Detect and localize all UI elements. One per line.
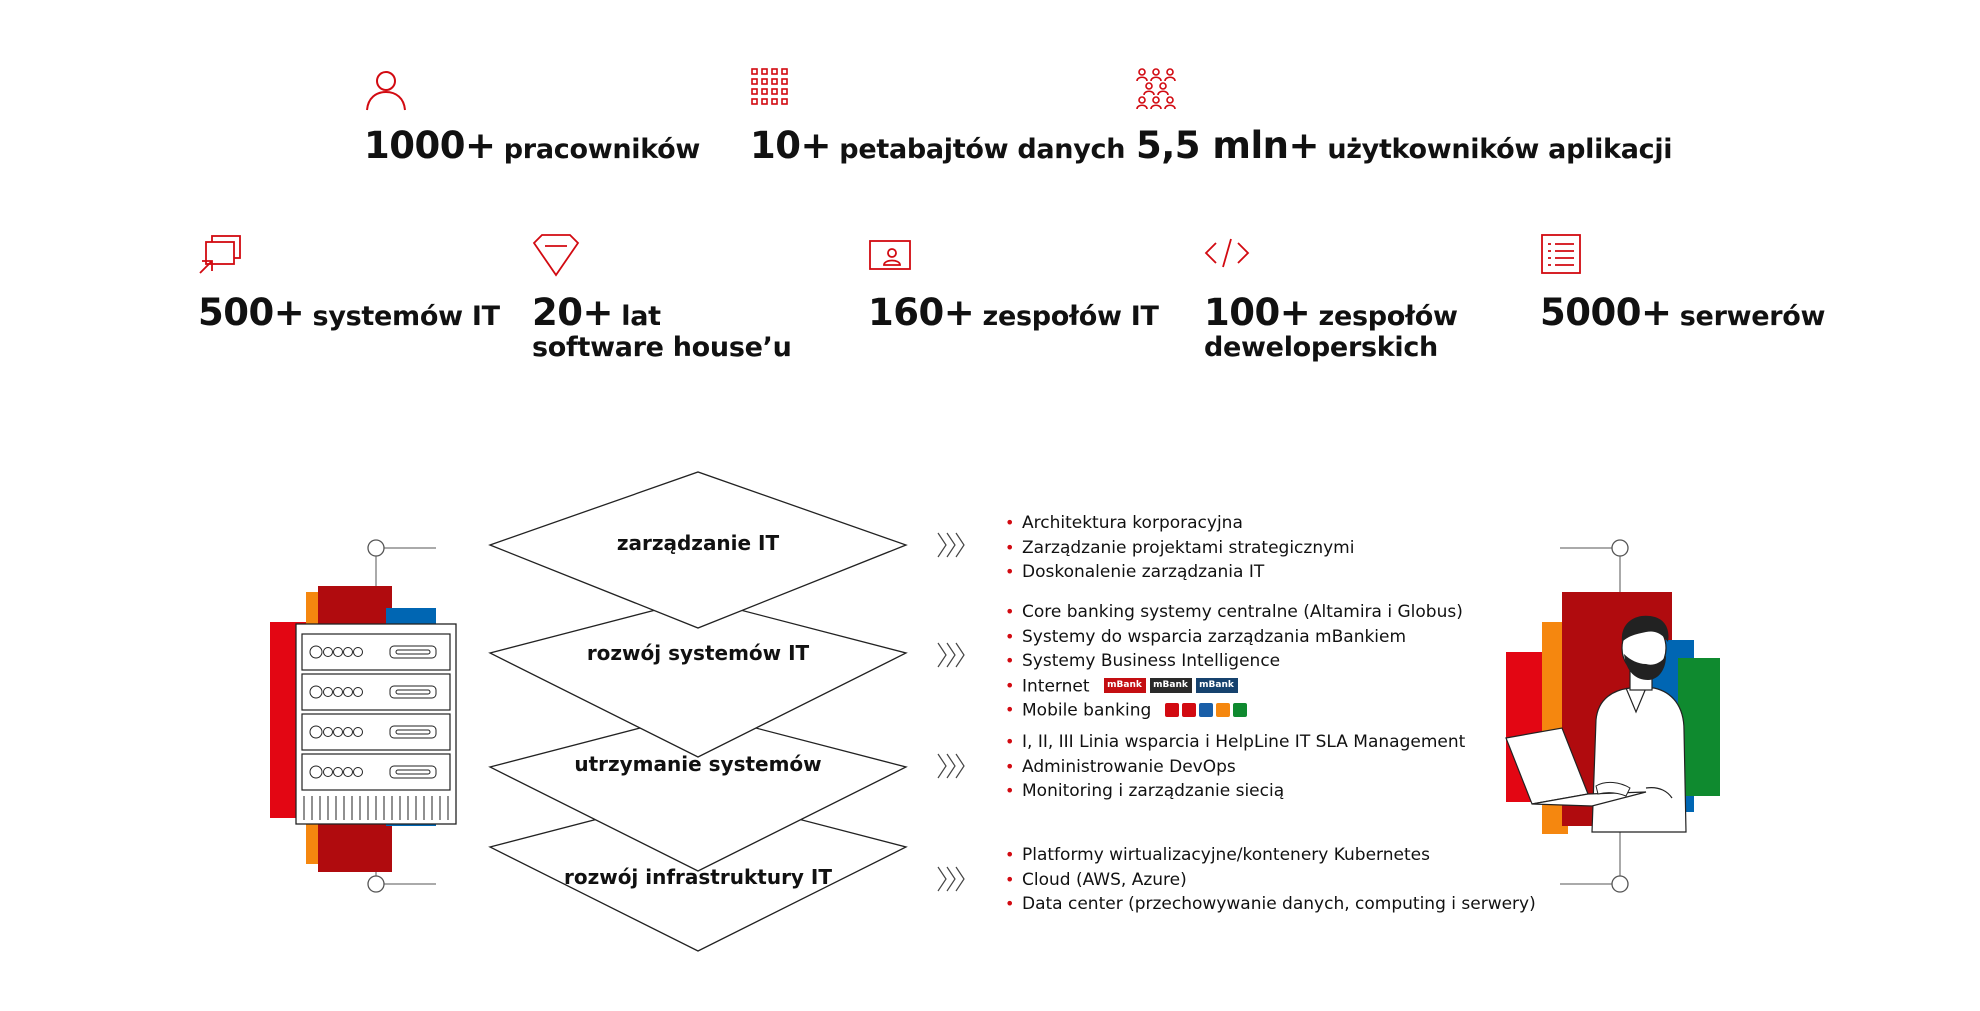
layer-title: utrzymanie systemów [574, 752, 822, 776]
stat-number: 1000+ [364, 124, 496, 167]
stat-label: pracowników [503, 134, 701, 165]
mbank-app-icon [1199, 703, 1214, 718]
layers-diagram [488, 471, 908, 952]
layer-items-list: Architektura korporacyjna Zarządzanie pr… [1005, 511, 1354, 585]
chevrons-icon [937, 642, 965, 668]
stat-dev-teams: 100+ zespołów deweloperskich [1204, 233, 1458, 363]
list-item: Data center (przechowywanie danych, comp… [1005, 892, 1536, 917]
grid-icon [751, 68, 788, 105]
chevrons-icon [937, 753, 965, 779]
stat-number: 500+ [198, 291, 305, 334]
stat-label: petabajtów danych [839, 134, 1126, 165]
mbank-app-icon [1182, 703, 1197, 718]
list-item-label: Mobile banking [1022, 700, 1152, 721]
layer-items-list: Platformy wirtualizacyjne/kontenery Kube… [1005, 843, 1536, 917]
mbank-logo: mBank [1195, 678, 1238, 693]
layer-diamond [488, 712, 908, 872]
stat-label: serwerów [1679, 301, 1826, 332]
layer-items-list: Core banking systemy centralne (Altamira… [1005, 600, 1463, 723]
list-item: Core banking systemy centralne (Altamira… [1005, 600, 1463, 625]
list-item: Architektura korporacyjna [1005, 511, 1354, 536]
stat-label: lat [621, 301, 661, 332]
mbank-app-icon [1165, 703, 1180, 718]
stat-number: 160+ [868, 291, 975, 334]
stat-label: użytkowników aplikacji [1327, 134, 1673, 165]
layer-diamond [488, 471, 908, 629]
stat-number: 5000+ [1540, 291, 1672, 334]
layer-items-list: I, II, III Linia wsparcia i HelpLine IT … [1005, 730, 1465, 804]
mbank-app-icon [1216, 703, 1231, 718]
stat-number: 5,5 mln+ [1136, 124, 1320, 167]
person-icon [366, 71, 406, 111]
list-item: I, II, III Linia wsparcia i HelpLine IT … [1005, 730, 1465, 755]
gem-icon [532, 234, 580, 277]
list-item: Zarządzanie projektami strategicznymi [1005, 536, 1354, 561]
stat-employees: 1000+ pracowników [364, 66, 700, 165]
layer-title: rozwój systemów IT [586, 641, 810, 665]
list-item-label: Internet [1022, 675, 1090, 696]
stat-teams: 160+ zespołów IT [868, 233, 1159, 332]
windows-icon [199, 235, 241, 274]
people-group-icon [1136, 68, 1176, 110]
stat-label: zespołów [1318, 301, 1458, 332]
list-item: Cloud (AWS, Azure) [1005, 868, 1536, 893]
stat-label-2: deweloperskich [1204, 332, 1438, 363]
stat-servers: 5000+ serwerów [1540, 233, 1825, 332]
stat-label-2: software house’u [532, 332, 792, 363]
list-item: Mobile banking [1005, 698, 1463, 723]
internet-logos: mBank mBank mBank [1103, 674, 1242, 699]
chevrons-icon [937, 532, 965, 558]
document-list-icon [1541, 234, 1581, 274]
layer-diamond [488, 598, 908, 758]
code-icon [1204, 238, 1250, 268]
mbank-logo: mBank [1103, 678, 1146, 693]
mbank-logo: mBank [1149, 678, 1192, 693]
stat-data: 10+ petabajtów danych [750, 66, 1125, 165]
list-item: Monitoring i zarządzanie siecią [1005, 779, 1465, 804]
server-rack-illustration [270, 539, 457, 893]
id-card-icon [869, 240, 911, 270]
stat-users: 5,5 mln+ użytkowników aplikacji [1136, 66, 1673, 167]
stat-number: 100+ [1204, 291, 1311, 334]
stat-years: 20+ lat software house’u [532, 233, 792, 363]
mbank-app-icon [1233, 703, 1248, 718]
stat-label: zespołów IT [982, 301, 1159, 332]
list-item: Systemy do wsparcia zarządzania mBankiem [1005, 625, 1463, 650]
layer-title: rozwój infrastruktury IT [563, 865, 833, 889]
list-item: Systemy Business Intelligence [1005, 649, 1463, 674]
stat-number: 10+ [750, 124, 832, 167]
mobile-app-icons [1165, 698, 1250, 723]
stat-number: 20+ [532, 291, 614, 334]
stat-label: systemów IT [312, 301, 500, 332]
stat-systems: 500+ systemów IT [198, 233, 500, 332]
chevrons-icon [937, 866, 965, 892]
list-item: Administrowanie DevOps [1005, 755, 1465, 780]
layer-title: zarządzanie IT [616, 531, 780, 555]
list-item: Doskonalenie zarządzania IT [1005, 560, 1354, 585]
list-item: Platformy wirtualizacyjne/kontenery Kube… [1005, 843, 1536, 868]
person-with-laptop-illustration [1505, 539, 1720, 893]
